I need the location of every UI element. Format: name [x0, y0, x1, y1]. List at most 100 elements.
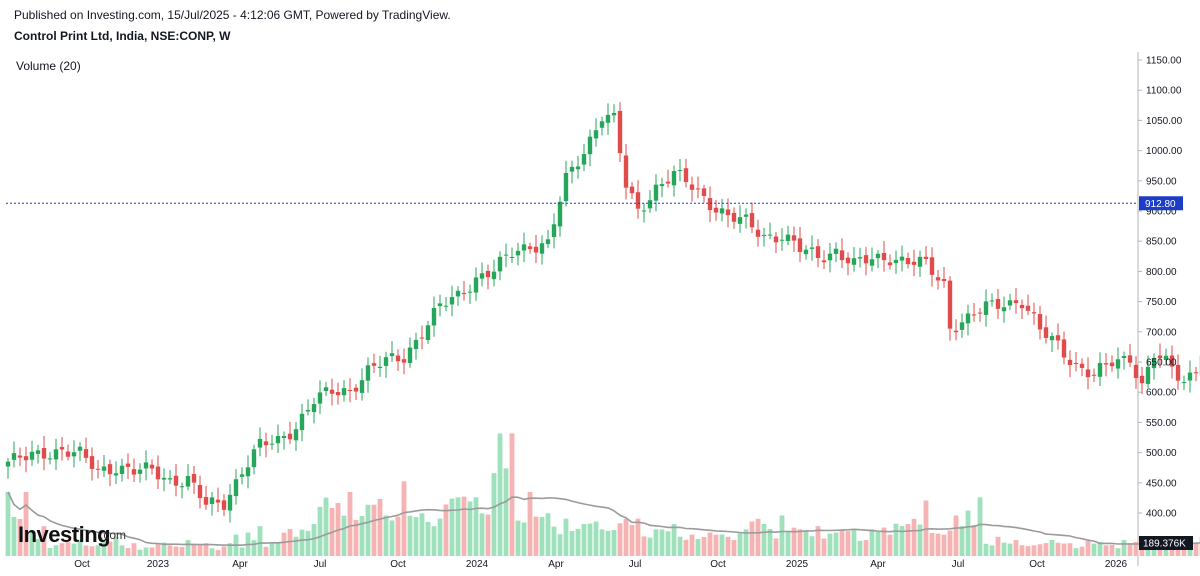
candle-body — [1151, 357, 1157, 369]
volume-bar — [299, 529, 305, 556]
candle-body — [371, 363, 377, 366]
candle-body — [311, 404, 317, 413]
volume-bar — [995, 536, 1001, 556]
volume-bar — [185, 540, 191, 556]
candle-body — [557, 201, 563, 227]
candle-body — [677, 170, 683, 172]
candle-body — [197, 484, 203, 499]
volume-bar — [641, 536, 647, 556]
candle-body — [425, 325, 431, 341]
volume-bar — [767, 528, 773, 556]
volume-bar — [1121, 540, 1127, 556]
candle-body — [395, 355, 401, 362]
x-tick-label: Apr — [870, 559, 886, 570]
candle-body — [941, 278, 947, 282]
volume-bar — [599, 529, 605, 556]
candle-body — [545, 239, 551, 245]
candle-body — [1091, 374, 1097, 376]
volume-bar — [557, 534, 563, 556]
volume-bar — [395, 516, 401, 556]
candle-body — [719, 208, 725, 214]
volume-bar — [743, 529, 749, 556]
candle-body — [449, 297, 455, 305]
candle-body — [107, 464, 113, 475]
volume-bar — [11, 516, 17, 556]
candle-body — [485, 270, 491, 278]
volume-bar — [461, 496, 467, 556]
volume-bar — [971, 524, 977, 556]
volume-bar — [59, 543, 65, 556]
volume-bar — [797, 529, 803, 556]
candle-body — [569, 166, 575, 172]
candle-body — [101, 466, 107, 471]
volume-bar — [1043, 543, 1049, 556]
volume-bar — [167, 545, 173, 556]
volume-bar — [911, 518, 917, 556]
candle-body — [797, 238, 803, 252]
candle-body — [923, 256, 929, 260]
candle-body — [605, 114, 611, 123]
volume-bar — [275, 543, 281, 556]
candle-body — [935, 277, 941, 281]
volume-bar — [473, 497, 479, 556]
volume-bar — [527, 492, 533, 556]
candle-body — [491, 271, 497, 280]
volume-bar — [389, 520, 395, 556]
y-tick-label: 600.00 — [1146, 388, 1177, 399]
candle-body — [839, 250, 845, 261]
volume-bar — [791, 527, 797, 556]
volume-bar — [695, 538, 701, 556]
volume-bar — [263, 546, 269, 556]
volume-bar — [647, 537, 653, 556]
volume-bar — [413, 517, 419, 556]
volume-bar — [227, 543, 233, 556]
candle-body — [455, 290, 461, 297]
candle-body — [527, 246, 533, 250]
volume-bar — [1055, 542, 1061, 556]
candle-body — [329, 389, 335, 394]
candle-body — [503, 254, 509, 256]
candle-body — [1049, 336, 1055, 341]
volume-bar — [839, 529, 845, 556]
candle-body — [473, 277, 479, 293]
candle-body — [1121, 356, 1127, 359]
volume-bar — [1067, 543, 1073, 556]
volume-bar — [863, 540, 869, 556]
volume-bar — [821, 538, 827, 556]
candle-body — [515, 250, 521, 256]
candle-body — [803, 249, 809, 255]
candle-body — [683, 168, 689, 183]
candle-body — [71, 452, 77, 457]
candle-body — [551, 224, 557, 238]
volume-bar — [977, 497, 983, 556]
candle-body — [1043, 327, 1049, 338]
volume-bar — [323, 497, 329, 556]
candle-body — [899, 256, 905, 261]
volume-bar — [983, 543, 989, 556]
volume-bar — [173, 546, 179, 556]
volume-bar — [497, 433, 503, 556]
candle-body — [743, 214, 749, 217]
candle-body — [749, 213, 755, 228]
candle-body — [377, 366, 383, 369]
volume-bar — [683, 539, 689, 556]
volume-bar — [941, 534, 947, 556]
volume-bar — [431, 526, 437, 556]
x-tick-label: Apr — [548, 559, 564, 570]
volume-bar — [779, 515, 785, 556]
candle-body — [89, 456, 95, 469]
candle-body — [1019, 304, 1025, 309]
volume-bar — [449, 498, 455, 556]
y-tick-label: 900.00 — [1146, 207, 1177, 218]
volume-bar — [1007, 543, 1013, 556]
volume-bar — [881, 527, 887, 556]
candle-body — [857, 257, 863, 259]
candle-body — [845, 257, 851, 264]
volume-bar — [773, 538, 779, 556]
volume-bar — [1115, 548, 1121, 556]
candle-body — [383, 357, 389, 366]
candle-body — [347, 389, 353, 391]
candle-body — [635, 192, 641, 209]
volume-bar — [605, 530, 611, 556]
